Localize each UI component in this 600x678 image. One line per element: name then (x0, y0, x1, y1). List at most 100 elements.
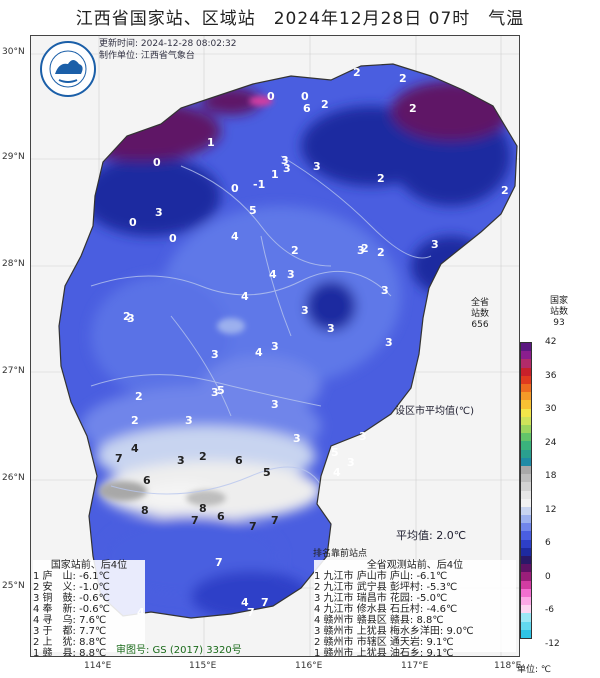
station-temperature-value: -1 (253, 178, 266, 191)
region-average-value: 平均值: 2.0℃ (396, 529, 467, 542)
station-temperature-value: 6 (143, 474, 151, 487)
station-temperature-value: 5 (217, 384, 225, 397)
lat-label: 27°N (2, 366, 25, 376)
colorbar-swatch (521, 621, 531, 631)
lat-label: 29°N (2, 152, 25, 162)
lat-label: 28°N (2, 259, 25, 269)
station-temperature-value: 2 (123, 310, 131, 323)
station-temperature-value: 3 (359, 430, 367, 443)
colorbar-swatch (521, 564, 531, 573)
station-temperature-value: 7 (215, 556, 223, 569)
station-temperature-value: 5 (249, 204, 257, 217)
lon-label: 118°E (494, 661, 522, 671)
colorbar-tick-label: 30 (545, 404, 557, 414)
lon-label: 115°E (189, 661, 217, 671)
colorbar-swatch (521, 523, 531, 532)
colorbar-swatch (521, 433, 531, 442)
colorbar-swatch (521, 465, 531, 475)
station-temperature-value: 6 (217, 510, 225, 523)
map-approval-number: 审图号: GS (2017) 3320号 (116, 645, 242, 656)
station-temperature-value: 2 (501, 184, 509, 197)
station-temperature-value: 8 (141, 504, 149, 517)
station-temperature-value: 8 (199, 502, 207, 515)
station-temperature-value: 3 (357, 244, 365, 257)
station-temperature-value: 7 (249, 520, 257, 533)
update-time: 更新时间: 2024-12-28 08:02:32 (99, 39, 237, 49)
national-station-panel: 国家站前、后4位 1 庐 山: -6.1℃ 2 安 义: -1.0℃ 3 铜 鼓: … (33, 560, 145, 656)
station-temperature-value: 3 (381, 284, 389, 297)
national-panel-header: 国家站前、后4位 (50, 560, 128, 571)
station-temperature-value: 3 (347, 456, 355, 469)
national-rank-row: 2 上 犹: 8.8℃ (33, 637, 107, 648)
temperature-map (31, 36, 519, 656)
colorbar-swatch (521, 580, 531, 590)
station-temperature-value: 6 (303, 102, 311, 115)
colorbar-swatch (521, 375, 531, 385)
colorbar-swatch (521, 629, 531, 639)
colorbar-swatch (521, 556, 531, 565)
national-rank-row: 1 庐 山: -6.1℃ (33, 571, 110, 582)
station-temperature-value: 4 (131, 442, 139, 455)
colorbar-swatch (521, 547, 531, 557)
colorbar-swatch (521, 531, 531, 541)
colorbar-swatch (521, 506, 531, 516)
station-temperature-value: 1 (207, 136, 215, 149)
station-temperature-value: 0 (153, 156, 161, 169)
map-title: 江西省国家站、区域站 2024年12月28日 07时 气温 (75, 9, 525, 29)
maker: 制作单位: 江西省气象台 (99, 51, 195, 61)
lon-label: 117°E (401, 661, 429, 671)
observation-rank-row: 4 九江市 修水县 石丘村: -4.6℃ (314, 604, 458, 615)
station-temperature-value: 2 (131, 414, 139, 427)
station-temperature-value: 4 (269, 268, 277, 281)
colorbar-swatch (521, 457, 531, 467)
colorbar-swatch (521, 588, 531, 598)
station-temperature-value: 2 (409, 102, 417, 115)
colorbar-tick-label: 0 (545, 571, 551, 582)
colorbar-swatch (521, 416, 531, 426)
station-temperature-value: 3 (287, 268, 295, 281)
region-average-label: 设区市平均值(℃) (395, 406, 475, 417)
station-temperature-value: 3 (283, 162, 291, 175)
station-temperature-value: 7 (261, 596, 269, 609)
station-temperature-value: 0 (301, 90, 309, 103)
station-temperature-value: 5 (263, 466, 271, 479)
colorbar-swatch (521, 392, 531, 401)
lon-label: 114°E (84, 661, 112, 671)
colorbar-swatch (521, 498, 531, 508)
colorbar-swatch (521, 367, 531, 377)
station-temperature-value: 3 (271, 340, 279, 353)
national-rank-row: 3 于 都: 7.7℃ (33, 626, 107, 637)
national-rank-row: 1 赣 县: 8.8℃ (33, 648, 107, 657)
national-rank-row: 2 安 义: -1.0℃ (33, 582, 110, 593)
station-temperature-value: 2 (353, 66, 361, 79)
lat-label: 25°N (2, 581, 25, 591)
station-temperature-value: 3 (177, 454, 185, 467)
station-temperature-value: 3 (185, 414, 193, 427)
colorbar-tick-label: -6 (545, 605, 554, 615)
colorbar-swatch (521, 351, 531, 360)
colorbar-tick-label: 18 (545, 471, 557, 481)
national-rank-row: 4 奉 新: -0.6℃ (33, 604, 110, 615)
colorbar-tick-label: 24 (545, 437, 557, 448)
station-temperature-value: 3 (211, 386, 219, 399)
lat-label: 26°N (2, 473, 25, 483)
station-temperature-value: 4 (241, 596, 249, 609)
observation-station-panel: 全省观测站前、后4位 1 九江市 庐山市 庐山: -6.1℃ 2 九江市 武宁县 … (314, 560, 516, 656)
colorbar-swatch (521, 613, 531, 623)
station-temperature-value: 7 (191, 514, 199, 527)
province-station-count: 全省 站数 656 (471, 298, 490, 330)
colorbar-tick-label: 36 (545, 370, 557, 381)
station-temperature-value: 3 (313, 160, 321, 173)
colorbar-swatch (521, 359, 531, 369)
map-metadata: 更新时间: 2024-12-28 08:02:32 制作单位: 江西省气象台 (99, 38, 236, 62)
station-temperature-value: 6 (235, 454, 243, 467)
colorbar-swatch (521, 490, 531, 500)
station-temperature-value: 3 (385, 336, 393, 349)
colorbar-swatch (521, 539, 531, 549)
colorbar-unit: 单位: ℃ (517, 665, 552, 675)
colorbar-swatch (521, 482, 531, 491)
jiangxi-meteorology-logo (39, 40, 97, 98)
station-temperature-value: 2 (377, 172, 385, 185)
colorbar-swatch (521, 400, 531, 410)
observation-rank-row: 1 赣州市 上犹县 油石乡: 9.1℃ (314, 648, 454, 657)
